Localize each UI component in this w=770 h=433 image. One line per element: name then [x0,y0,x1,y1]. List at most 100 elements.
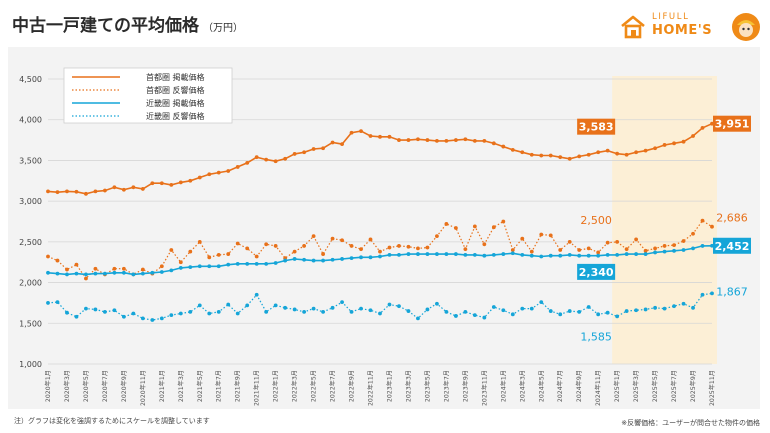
data-point [340,300,344,305]
data-point [349,244,354,248]
data-point [131,272,136,277]
x-tick-label: 2025年3月 [632,370,640,402]
data-point [197,264,202,269]
annotation-label: 3,583 [579,121,614,134]
data-point [273,159,278,164]
x-tick-label: 2022年1月 [272,370,280,402]
x-tick-label: 2021年1月 [158,370,166,402]
data-point [691,305,695,310]
y-tick-label: 4,500 [19,75,42,84]
data-point [264,309,269,314]
x-tick-label: 2025年7月 [670,370,678,402]
data-point [188,178,193,183]
data-point [482,242,487,247]
data-point [216,309,221,314]
data-point [615,239,620,244]
data-point [653,305,657,310]
data-point [662,244,667,248]
data-point [643,248,648,253]
x-tick-label: 2024年1月 [499,370,507,402]
data-point [46,189,50,194]
data-point [302,309,307,314]
data-point [387,134,392,139]
data-point [681,139,686,144]
data-point [55,190,60,195]
x-tick-label: 2020年7月 [101,370,109,402]
value-annotation: 2,452 [713,237,751,254]
data-point [378,249,382,254]
data-point [321,309,325,314]
value-annotation: 3,951 [713,115,751,132]
data-point [159,181,164,186]
value-annotation: 2,500 [580,214,612,227]
data-point [207,172,212,177]
footnote-scale: 注）グラフは変化を強調するためにスケールを調整しています [14,417,210,425]
house-logo-icon [621,15,645,39]
data-point [710,121,714,126]
data-point [577,248,582,252]
data-point [140,187,145,191]
data-point [539,300,544,305]
data-point [558,312,563,317]
data-point [159,316,164,321]
data-point [643,307,648,312]
data-point [567,156,572,161]
data-point [501,219,506,224]
data-point [586,305,591,309]
data-point [472,138,477,143]
series-3 [46,291,714,322]
data-point [178,260,183,265]
data-point [264,242,269,247]
data-point [321,146,325,151]
data-point [700,125,705,130]
data-point [700,244,705,248]
data-point [84,276,88,281]
data-point [691,134,695,138]
data-point [340,238,344,243]
data-point [416,316,420,321]
data-point [378,254,382,259]
data-point [74,262,79,267]
x-tick-label: 2023年7月 [442,370,450,402]
annotation-label: 1,867 [716,285,748,298]
data-point [605,252,610,257]
data-point [653,250,657,255]
value-annotation: 1,867 [716,285,748,298]
data-point [387,302,392,307]
data-point [577,253,582,258]
data-point [359,247,363,252]
data-point [653,146,657,151]
data-point [46,254,50,259]
data-point [112,270,117,275]
data-point [435,252,439,256]
data-point [643,148,648,153]
x-tick-label: 2025年5月 [651,370,659,402]
data-point [577,154,582,159]
data-point [245,160,250,165]
data-point [55,271,60,276]
y-tick-label: 2,000 [19,279,42,288]
data-point [453,252,458,256]
data-point [283,156,288,161]
data-point [501,252,506,256]
data-point [245,303,250,308]
data-point [548,309,553,313]
data-point [567,239,572,244]
data-point [444,138,449,143]
data-point [491,305,496,309]
brand-logo: LIFULL HOME'S [618,12,760,42]
data-point [235,261,240,266]
data-point [634,237,639,242]
data-point [634,252,639,256]
x-tick-label: 2025年9月 [689,370,697,402]
data-point [159,270,164,274]
data-point [605,310,610,315]
data-point [435,234,439,239]
data-point [368,255,373,260]
data-point [672,248,676,253]
data-point [368,134,373,138]
legend-label: 首都圏 掲載価格 [146,72,205,82]
y-tick-label: 3,500 [19,156,42,165]
legend-label: 近畿圏 反響価格 [146,111,205,121]
